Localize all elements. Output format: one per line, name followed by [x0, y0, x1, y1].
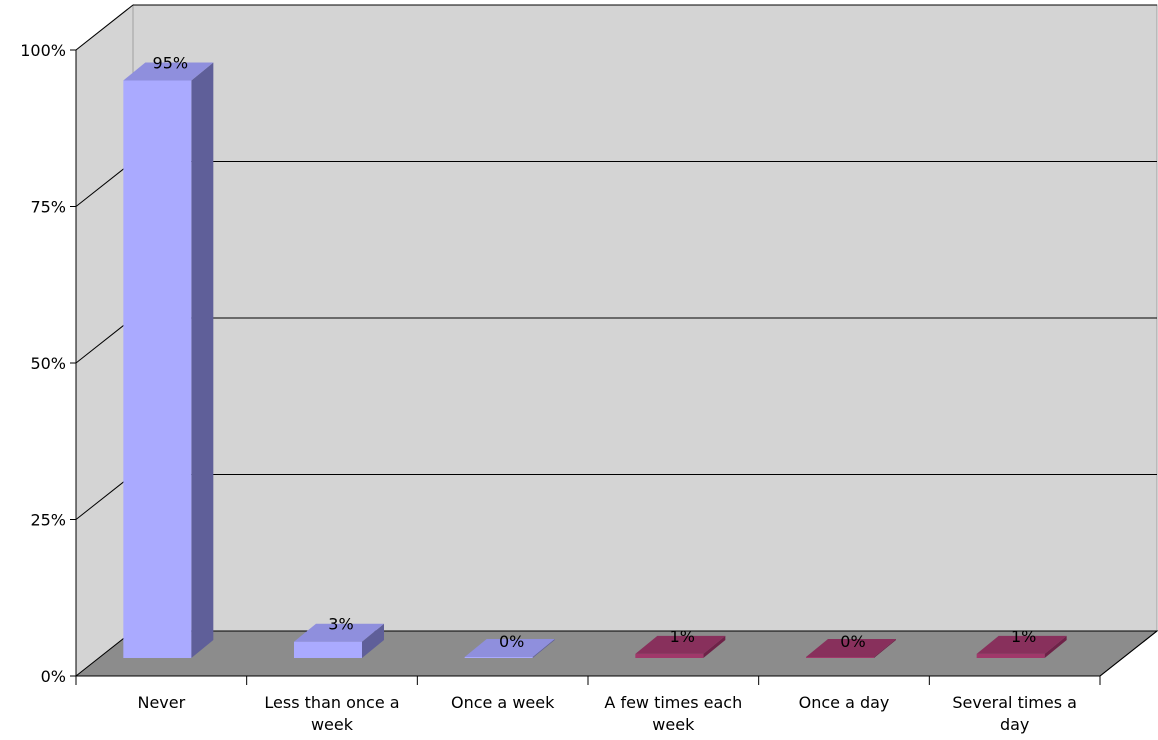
bar-top	[464, 639, 555, 657]
data-label: 95%	[153, 54, 189, 73]
bar-side	[874, 639, 896, 658]
data-label: 3%	[328, 615, 353, 634]
x-category-label: week	[311, 715, 354, 734]
labels: 0% 25% 50% 75% 100% 95% 3% 0% 1% 0% 1% Never Less th…	[20, 41, 1077, 734]
y-tick-label: 100%	[20, 41, 66, 60]
x-category-label: Once a week	[451, 693, 555, 712]
x-category-label: Less than once a	[264, 693, 399, 712]
data-label: 1%	[1011, 627, 1036, 646]
data-label: 0%	[840, 632, 865, 651]
bar	[635, 635, 726, 658]
y-tick-label: 25%	[30, 511, 66, 530]
bar-side	[532, 639, 555, 658]
axes	[70, 49, 1158, 685]
bar-front	[294, 641, 362, 658]
y-tick-label: 50%	[30, 354, 66, 373]
x-category-label: Never	[137, 693, 185, 712]
x-category-label: day	[1000, 715, 1029, 734]
bar	[123, 62, 214, 658]
bar-top	[294, 623, 384, 642]
bars	[123, 62, 1067, 658]
y-tick-label: 75%	[30, 198, 66, 217]
bar-side	[1044, 635, 1067, 658]
bar	[294, 623, 384, 658]
data-label: 0%	[499, 632, 524, 651]
bar-front	[464, 657, 533, 658]
data-label: 1%	[670, 627, 695, 646]
x-category-label: A few times each	[604, 693, 742, 712]
bar	[464, 639, 555, 658]
bar	[976, 635, 1067, 658]
side-gridline	[75, 4, 134, 51]
bar-side	[191, 62, 214, 658]
chart-walls	[74, 3, 1158, 678]
bar-side	[362, 623, 384, 658]
bar-top	[806, 639, 896, 657]
y-tick-label: 0%	[41, 667, 66, 686]
x-category-label: Once a day	[799, 693, 890, 712]
bar-side	[703, 635, 726, 658]
bar-front	[123, 80, 192, 658]
x-category-label: Several times a	[952, 693, 1077, 712]
bar-top	[123, 62, 214, 81]
bar-top	[635, 635, 726, 654]
bar-front	[976, 653, 1045, 658]
bar-top	[976, 635, 1067, 654]
x-category-label: week	[652, 715, 695, 734]
gridlines	[75, 4, 1157, 520]
bar-front	[635, 653, 704, 658]
bar-front	[806, 657, 874, 658]
floor-edge	[1099, 630, 1158, 677]
bar	[806, 639, 896, 658]
